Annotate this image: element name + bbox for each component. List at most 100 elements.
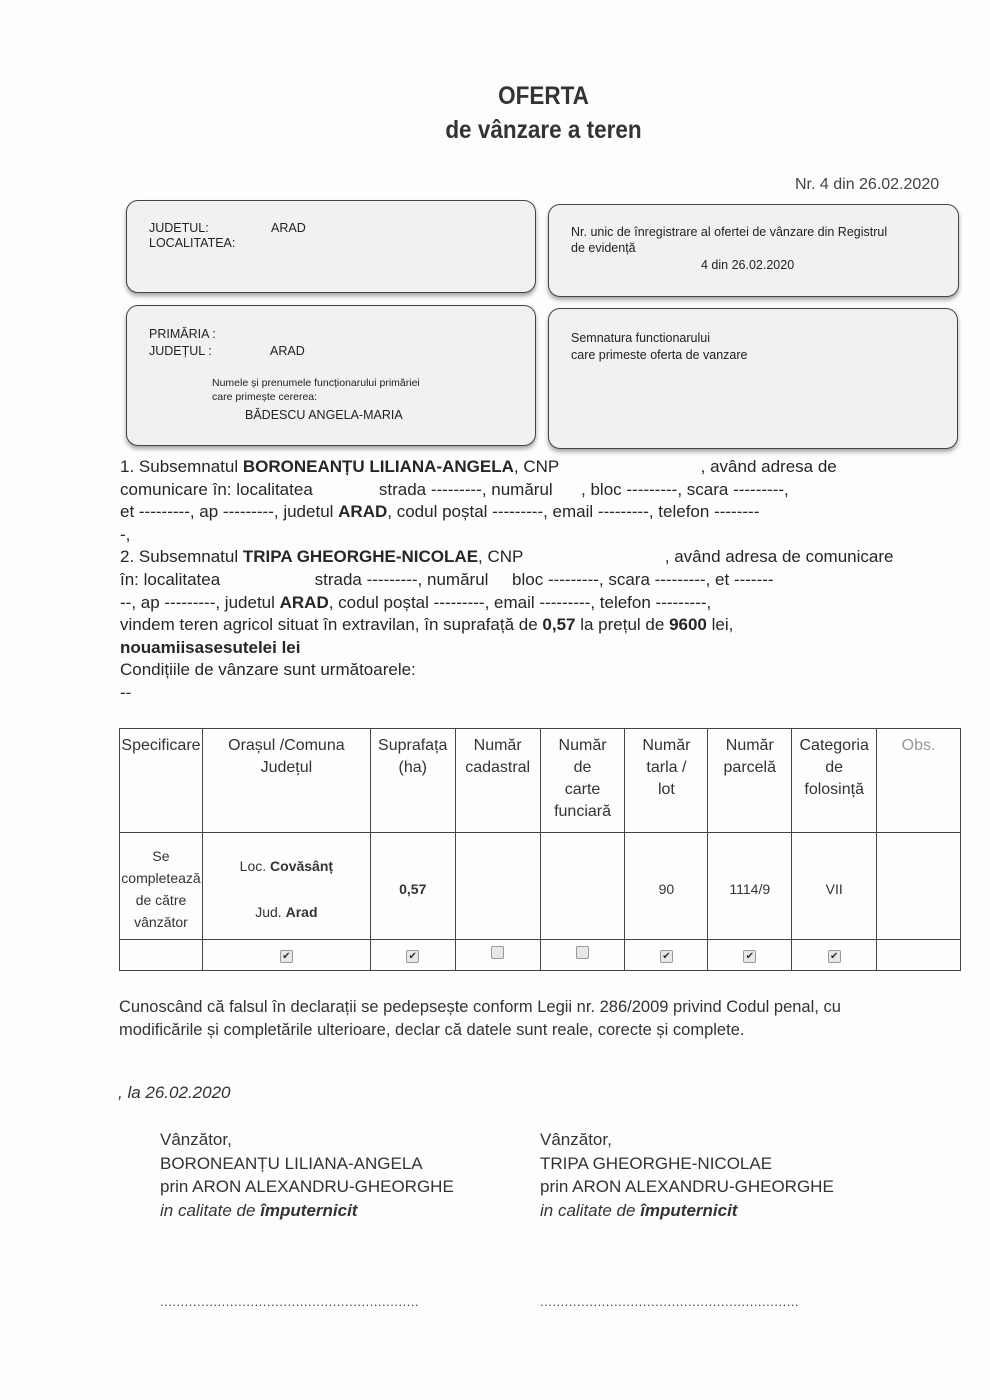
table-row: Se completează de către vânzător Loc. Covăs… xyxy=(119,832,961,940)
header-line: Obs. xyxy=(901,737,936,754)
header-line: Specificare xyxy=(121,737,201,754)
sellers-paragraph: 1. Subsemnatul BORONEANȚU LILIANA-ANGELA… xyxy=(120,456,970,705)
column-header: Număr cadastral xyxy=(454,728,541,833)
cell-parcela: 1114/9 xyxy=(707,832,793,940)
text: -, xyxy=(120,524,131,544)
via-prefix: prin xyxy=(540,1177,573,1196)
header-line: tarla / xyxy=(646,759,687,776)
header-line: (ha) xyxy=(398,759,427,776)
text: 1. Subsemnatul xyxy=(120,457,243,476)
cell-obs xyxy=(876,832,961,940)
registry-value: 4 din 26.02.2020 xyxy=(701,258,795,272)
clerk-name: BĂDESCU ANGELA-MARIA xyxy=(245,408,403,422)
declaration-line: modificările și completările ulterioare,… xyxy=(119,1021,745,1039)
cell-categoria: VII xyxy=(791,832,878,940)
bold-text: ARAD xyxy=(338,502,388,522)
header-line: de xyxy=(573,759,592,776)
cell-empty xyxy=(876,939,961,971)
checkbox-checked[interactable]: ✔ xyxy=(827,950,841,963)
declaration: Cunoscând că falsul în declarații se ped… xyxy=(119,996,969,1042)
specificare-line: Se xyxy=(152,848,170,864)
specificare-line: vânzător xyxy=(134,914,188,930)
header-line: cadastral xyxy=(465,759,531,776)
header-line: Număr xyxy=(558,737,607,754)
column-header: Orașul /Comuna Județul xyxy=(201,728,371,833)
place-date: , la 26.02.2020 xyxy=(118,1083,231,1102)
text: comunicare în: localitatea strada ------… xyxy=(120,479,789,499)
header-line: Număr xyxy=(642,737,691,754)
checkbox-cell: ✔ xyxy=(369,939,456,971)
primaria-judet-value: ARAD xyxy=(270,344,305,358)
checkbox-checked[interactable]: ✔ xyxy=(406,950,420,963)
text: la prețul de xyxy=(575,615,670,635)
cell-location: Loc. Covăsânț Jud. Arad xyxy=(201,832,371,940)
checkbox-checked[interactable]: ✔ xyxy=(279,950,293,963)
header-line: Suprafața xyxy=(378,737,448,754)
capacity: împuternicit xyxy=(260,1200,358,1220)
column-header: Obs. xyxy=(876,728,961,833)
header-line: de xyxy=(825,759,844,776)
text: , CNP , având adresa de xyxy=(513,457,837,476)
land-table: Specificare Orașul /Comuna Județul Suprafaț… xyxy=(119,728,961,971)
checkbox-cell xyxy=(539,939,626,971)
bold-text: 9600 xyxy=(669,615,707,635)
header-line: parcelă xyxy=(723,759,777,776)
specificare-line: completează xyxy=(121,870,201,886)
text: --, ap ---------, judetul xyxy=(120,592,280,612)
seller-name: TRIPA GHEORGHE-NICOLAE xyxy=(540,1153,773,1173)
header-line: Număr xyxy=(725,737,774,754)
cell-empty xyxy=(119,939,203,971)
checkbox-unchecked[interactable] xyxy=(491,946,505,959)
jud-prefix: Jud. xyxy=(255,904,282,920)
checkbox-cell: ✔ xyxy=(791,939,878,971)
paragraph-line: Condițiile de vânzare sunt următoarele: xyxy=(120,659,970,682)
column-header: Specificare xyxy=(119,728,203,833)
seller-signature-2: Vânzător, TRIPA GHEORGHE-NICOLAE prin AR… xyxy=(540,1128,834,1222)
header-line: Județul xyxy=(260,759,313,776)
paragraph-line: --, ap ---------, judetul ARAD, codul po… xyxy=(120,592,970,615)
cell-cadastral xyxy=(454,832,541,940)
header-line: folosință xyxy=(804,781,864,798)
paragraph-line: et ---------, ap ---------, judetul ARAD… xyxy=(120,501,970,524)
text: , codul poștal ---------, email --------… xyxy=(328,592,712,612)
checkbox-cell: ✔ xyxy=(707,939,793,971)
column-header: Număr parcelă xyxy=(707,728,793,833)
seller-role: Vânzător, xyxy=(160,1130,232,1149)
seller-signature-1: Vânzător, BORONEANȚU LILIANA-ANGELA prin… xyxy=(160,1128,454,1222)
signature-label: Semnatura functionarului xyxy=(571,331,710,345)
specificare-line: de către xyxy=(135,892,187,908)
paragraph-line: comunicare în: localitatea strada ------… xyxy=(120,479,970,502)
primaria-label: PRIMĂRIA : xyxy=(149,327,216,341)
primaria-judet-label: JUDEȚUL : xyxy=(149,344,212,358)
judet-label: JUDETUL: xyxy=(149,221,209,235)
checkbox-checked[interactable]: ✔ xyxy=(659,950,673,963)
text: lei, xyxy=(706,615,734,635)
bold-text: 0,57 xyxy=(542,615,576,635)
table-header-row: Specificare Orașul /Comuna Județul Suprafaț… xyxy=(119,728,961,833)
signature-box: Semnatura functionarului care primeste o… xyxy=(548,308,958,449)
text: , codul poștal ---------, email --------… xyxy=(387,502,760,522)
seller-name: BORONEANȚU LILIANA-ANGELA xyxy=(160,1153,423,1173)
checkbox-checked[interactable]: ✔ xyxy=(743,950,757,963)
checkbox-cell: ✔ xyxy=(201,939,371,971)
checkbox-unchecked[interactable] xyxy=(576,946,590,959)
loc-prefix: Loc. xyxy=(239,858,267,874)
column-header: Număr de carte funciară xyxy=(539,728,626,833)
column-header: Categoria de folosință xyxy=(791,728,878,833)
header-line: funciară xyxy=(554,803,611,820)
text: 2. Subsemnatul xyxy=(120,547,243,567)
via-name: ARON ALEXANDRU-GHEORGHE xyxy=(192,1177,454,1196)
registry-box: Nr. unic de înregistrare al ofertei de v… xyxy=(548,204,959,297)
location-box: JUDETUL: ARAD LOCALITATEA: xyxy=(126,200,536,293)
clerk-label: Numele și prenumele funcționarului primă… xyxy=(212,377,420,389)
document-title: OFERTA xyxy=(498,82,589,110)
clerk-label-2: care primește cererea: xyxy=(212,391,318,403)
capacity-prefix: in calitate de xyxy=(540,1200,641,1220)
paragraph-line: 2. Subsemnatul TRIPA GHEORGHE-NICOLAE, C… xyxy=(120,546,970,569)
cell-suprafata: 0,57 xyxy=(369,832,456,940)
cell-tarla: 90 xyxy=(624,832,709,940)
paragraph-line: -- xyxy=(120,682,970,705)
jud-value: Arad xyxy=(285,904,318,920)
paragraph-line: în: localitatea strada ---------, număru… xyxy=(120,569,970,592)
